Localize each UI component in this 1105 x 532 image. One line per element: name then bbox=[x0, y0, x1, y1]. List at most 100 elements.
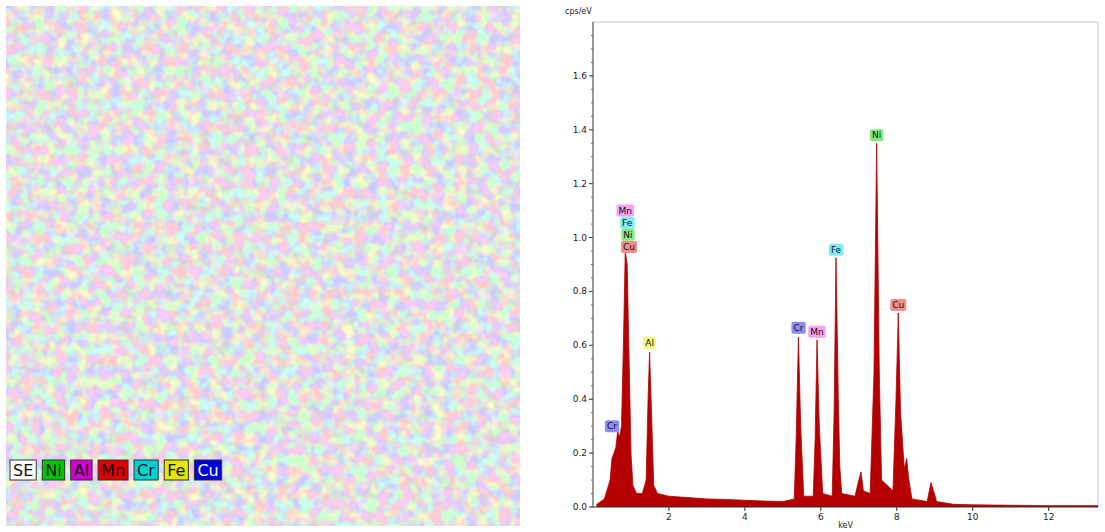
y-minor-tick bbox=[591, 264, 593, 265]
y-minor-tick bbox=[591, 412, 593, 413]
y-minor-tick bbox=[591, 358, 593, 359]
y-minor-tick bbox=[591, 35, 593, 36]
x-axis-title: keV bbox=[838, 521, 853, 530]
x-tick-label: 6 bbox=[818, 512, 824, 522]
y-tick-label: 0.0 bbox=[573, 502, 588, 512]
x-tick-label: 10 bbox=[967, 512, 979, 522]
map-legend-item: Cr bbox=[134, 460, 158, 480]
x-tick-label: 8 bbox=[894, 512, 900, 522]
y-minor-tick bbox=[591, 210, 593, 211]
y-tick-label: 0.4 bbox=[573, 394, 588, 404]
map-legend-item: Fe bbox=[164, 460, 188, 480]
peak-label: Cr bbox=[791, 322, 805, 334]
peak-label-text: Mn bbox=[810, 327, 823, 337]
peak-label-text: Fe bbox=[622, 218, 633, 228]
peak-label: Cu bbox=[621, 241, 637, 253]
peak-label-text: Ni bbox=[623, 230, 632, 240]
y-minor-tick bbox=[591, 48, 593, 49]
peak-label-box bbox=[621, 241, 637, 253]
peak-label-text: Ni bbox=[872, 130, 881, 140]
x-tick bbox=[972, 507, 973, 511]
y-minor-tick bbox=[591, 318, 593, 319]
x-tick-label: 12 bbox=[1043, 512, 1054, 522]
peak-label-text: Cu bbox=[623, 242, 635, 252]
peak-label-text: Cr bbox=[607, 421, 617, 431]
map-legend-label: SE bbox=[13, 461, 33, 480]
plot-area bbox=[597, 143, 1098, 507]
map-legend-label: Cr bbox=[137, 461, 155, 480]
map-legend-box bbox=[164, 460, 188, 480]
frame-right bbox=[1098, 22, 1099, 507]
peak-label-box bbox=[808, 326, 825, 338]
x-tick bbox=[896, 507, 897, 511]
map-legend-item: Mn bbox=[98, 460, 128, 480]
y-tick-label: 0.8 bbox=[573, 286, 588, 296]
element-map bbox=[6, 6, 520, 526]
peak-label: Ni bbox=[621, 229, 634, 241]
map-legend-box bbox=[42, 460, 64, 480]
frame-top bbox=[593, 22, 1098, 23]
map-legend-label: Fe bbox=[167, 461, 185, 480]
y-minor-tick bbox=[591, 439, 593, 440]
x-tick-label: 2 bbox=[666, 512, 672, 522]
y-minor-tick bbox=[591, 197, 593, 198]
y-minor-tick bbox=[591, 466, 593, 467]
peak-label-box bbox=[621, 229, 634, 241]
map-legend-label: Cu bbox=[197, 461, 218, 480]
y-minor-tick bbox=[591, 399, 593, 400]
y-tick bbox=[589, 183, 593, 184]
y-minor-tick bbox=[591, 426, 593, 427]
peak-label: Al bbox=[643, 337, 656, 349]
page: SENiAlMnCrFeCu0.00.20.40.60.81.01.21.41.… bbox=[0, 0, 1105, 532]
peak-label-box bbox=[643, 337, 656, 349]
y-minor-tick bbox=[591, 304, 593, 305]
x-tick bbox=[1048, 507, 1049, 511]
y-minor-tick bbox=[591, 89, 593, 90]
y-minor-tick bbox=[591, 75, 593, 76]
peak-label: Fe bbox=[829, 244, 844, 256]
y-minor-tick bbox=[591, 385, 593, 386]
y-tick-label: 1.0 bbox=[573, 233, 588, 243]
y-minor-tick bbox=[591, 493, 593, 494]
peak-label-box bbox=[620, 217, 635, 229]
x-tick bbox=[668, 507, 669, 511]
x-tick bbox=[744, 507, 745, 511]
y-minor-tick bbox=[591, 237, 593, 238]
y-minor-tick bbox=[591, 480, 593, 481]
x-tick-label: 4 bbox=[742, 512, 748, 522]
y-tick-label: 1.4 bbox=[573, 125, 588, 135]
peak-label: Cr bbox=[605, 420, 619, 432]
map-legend-box bbox=[194, 460, 221, 480]
peak-label: Mn bbox=[617, 205, 634, 217]
y-tick-label: 1.2 bbox=[573, 179, 587, 189]
y-tick bbox=[589, 291, 593, 292]
map-legend-box bbox=[98, 460, 128, 480]
peak-label-text: Fe bbox=[831, 245, 842, 255]
y-minor-tick bbox=[591, 129, 593, 130]
peak-label-box bbox=[870, 129, 883, 141]
map-legend-box bbox=[71, 460, 92, 480]
y-minor-tick bbox=[591, 224, 593, 225]
peak-label-text: Mn bbox=[619, 206, 632, 216]
map-legend-label: Mn bbox=[101, 461, 125, 480]
y-minor-tick bbox=[591, 62, 593, 63]
y-tick-label: 0.6 bbox=[573, 340, 588, 350]
y-minor-tick bbox=[591, 291, 593, 292]
y-tick bbox=[589, 129, 593, 130]
peak-label-box bbox=[617, 205, 634, 217]
map-legend-box bbox=[134, 460, 158, 480]
y-tick-label: 1.6 bbox=[573, 71, 588, 81]
y-minor-tick bbox=[591, 453, 593, 454]
y-minor-tick bbox=[591, 372, 593, 373]
peak-label: Ni bbox=[870, 129, 883, 141]
y-minor-tick bbox=[591, 251, 593, 252]
y-tick bbox=[589, 507, 593, 508]
map-legend-item: SE bbox=[10, 460, 36, 480]
peak-label: Cu bbox=[890, 299, 906, 311]
peak-label-text: Cu bbox=[892, 300, 904, 310]
y-minor-tick bbox=[591, 183, 593, 184]
y-minor-tick bbox=[591, 102, 593, 103]
peak-label-box bbox=[829, 244, 844, 256]
spectrum bbox=[597, 143, 1098, 507]
y-tick bbox=[589, 399, 593, 400]
